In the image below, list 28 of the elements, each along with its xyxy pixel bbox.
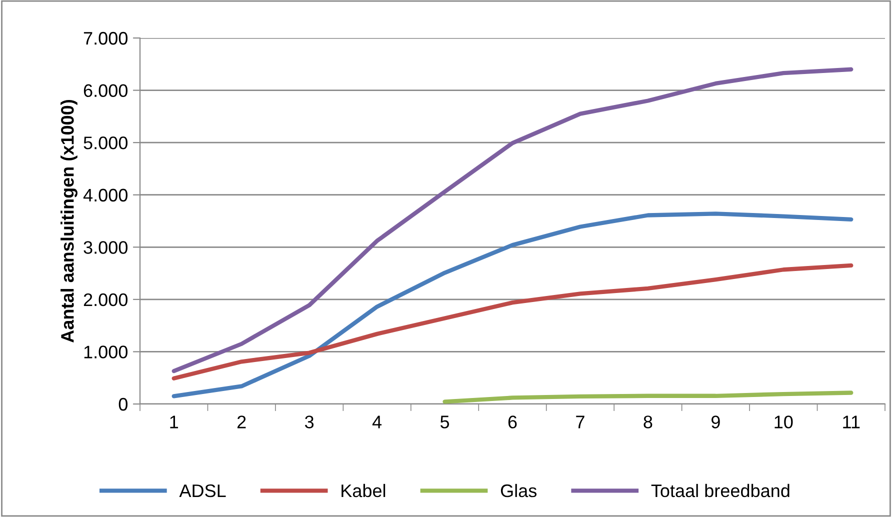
y-tick-label: 2.000 — [84, 293, 128, 306]
x-tick-label: 11 — [843, 416, 860, 428]
x-tick-label: 5 — [440, 416, 450, 428]
line-series — [442, 390, 854, 404]
x-tick-label: 10 — [774, 416, 793, 428]
y-axis-title: Aantal aansluitingen (x1000) — [60, 100, 78, 342]
x-tick-label: 4 — [372, 416, 382, 428]
y-tick-label: 4.000 — [83, 188, 128, 202]
x-tick-label: 7 — [576, 416, 584, 428]
x-tick-label: 3 — [304, 416, 314, 428]
y-tick-label: 0 — [118, 398, 128, 411]
legend-label: Kabel — [342, 484, 386, 498]
line-series — [172, 212, 854, 398]
y-tick-label: 6.000 — [84, 84, 128, 98]
legend-label: Glas — [500, 484, 537, 498]
x-tick-label: 6 — [508, 416, 517, 428]
y-tick-label: 7.000 — [84, 32, 128, 45]
x-tick-label: 2 — [237, 416, 246, 428]
y-tick-label: 5.000 — [84, 136, 128, 150]
x-tick-label: 8 — [644, 416, 652, 428]
line-series — [172, 67, 854, 374]
line-series — [172, 263, 854, 380]
y-tick-label: 1.000 — [84, 346, 128, 358]
y-tick-label: 3.000 — [84, 241, 128, 254]
legend-label: ADSL — [179, 484, 226, 498]
x-tick-label: 1 — [170, 416, 178, 428]
legend-label: Totaal breedband — [651, 484, 790, 498]
x-tick-label: 9 — [712, 416, 720, 428]
